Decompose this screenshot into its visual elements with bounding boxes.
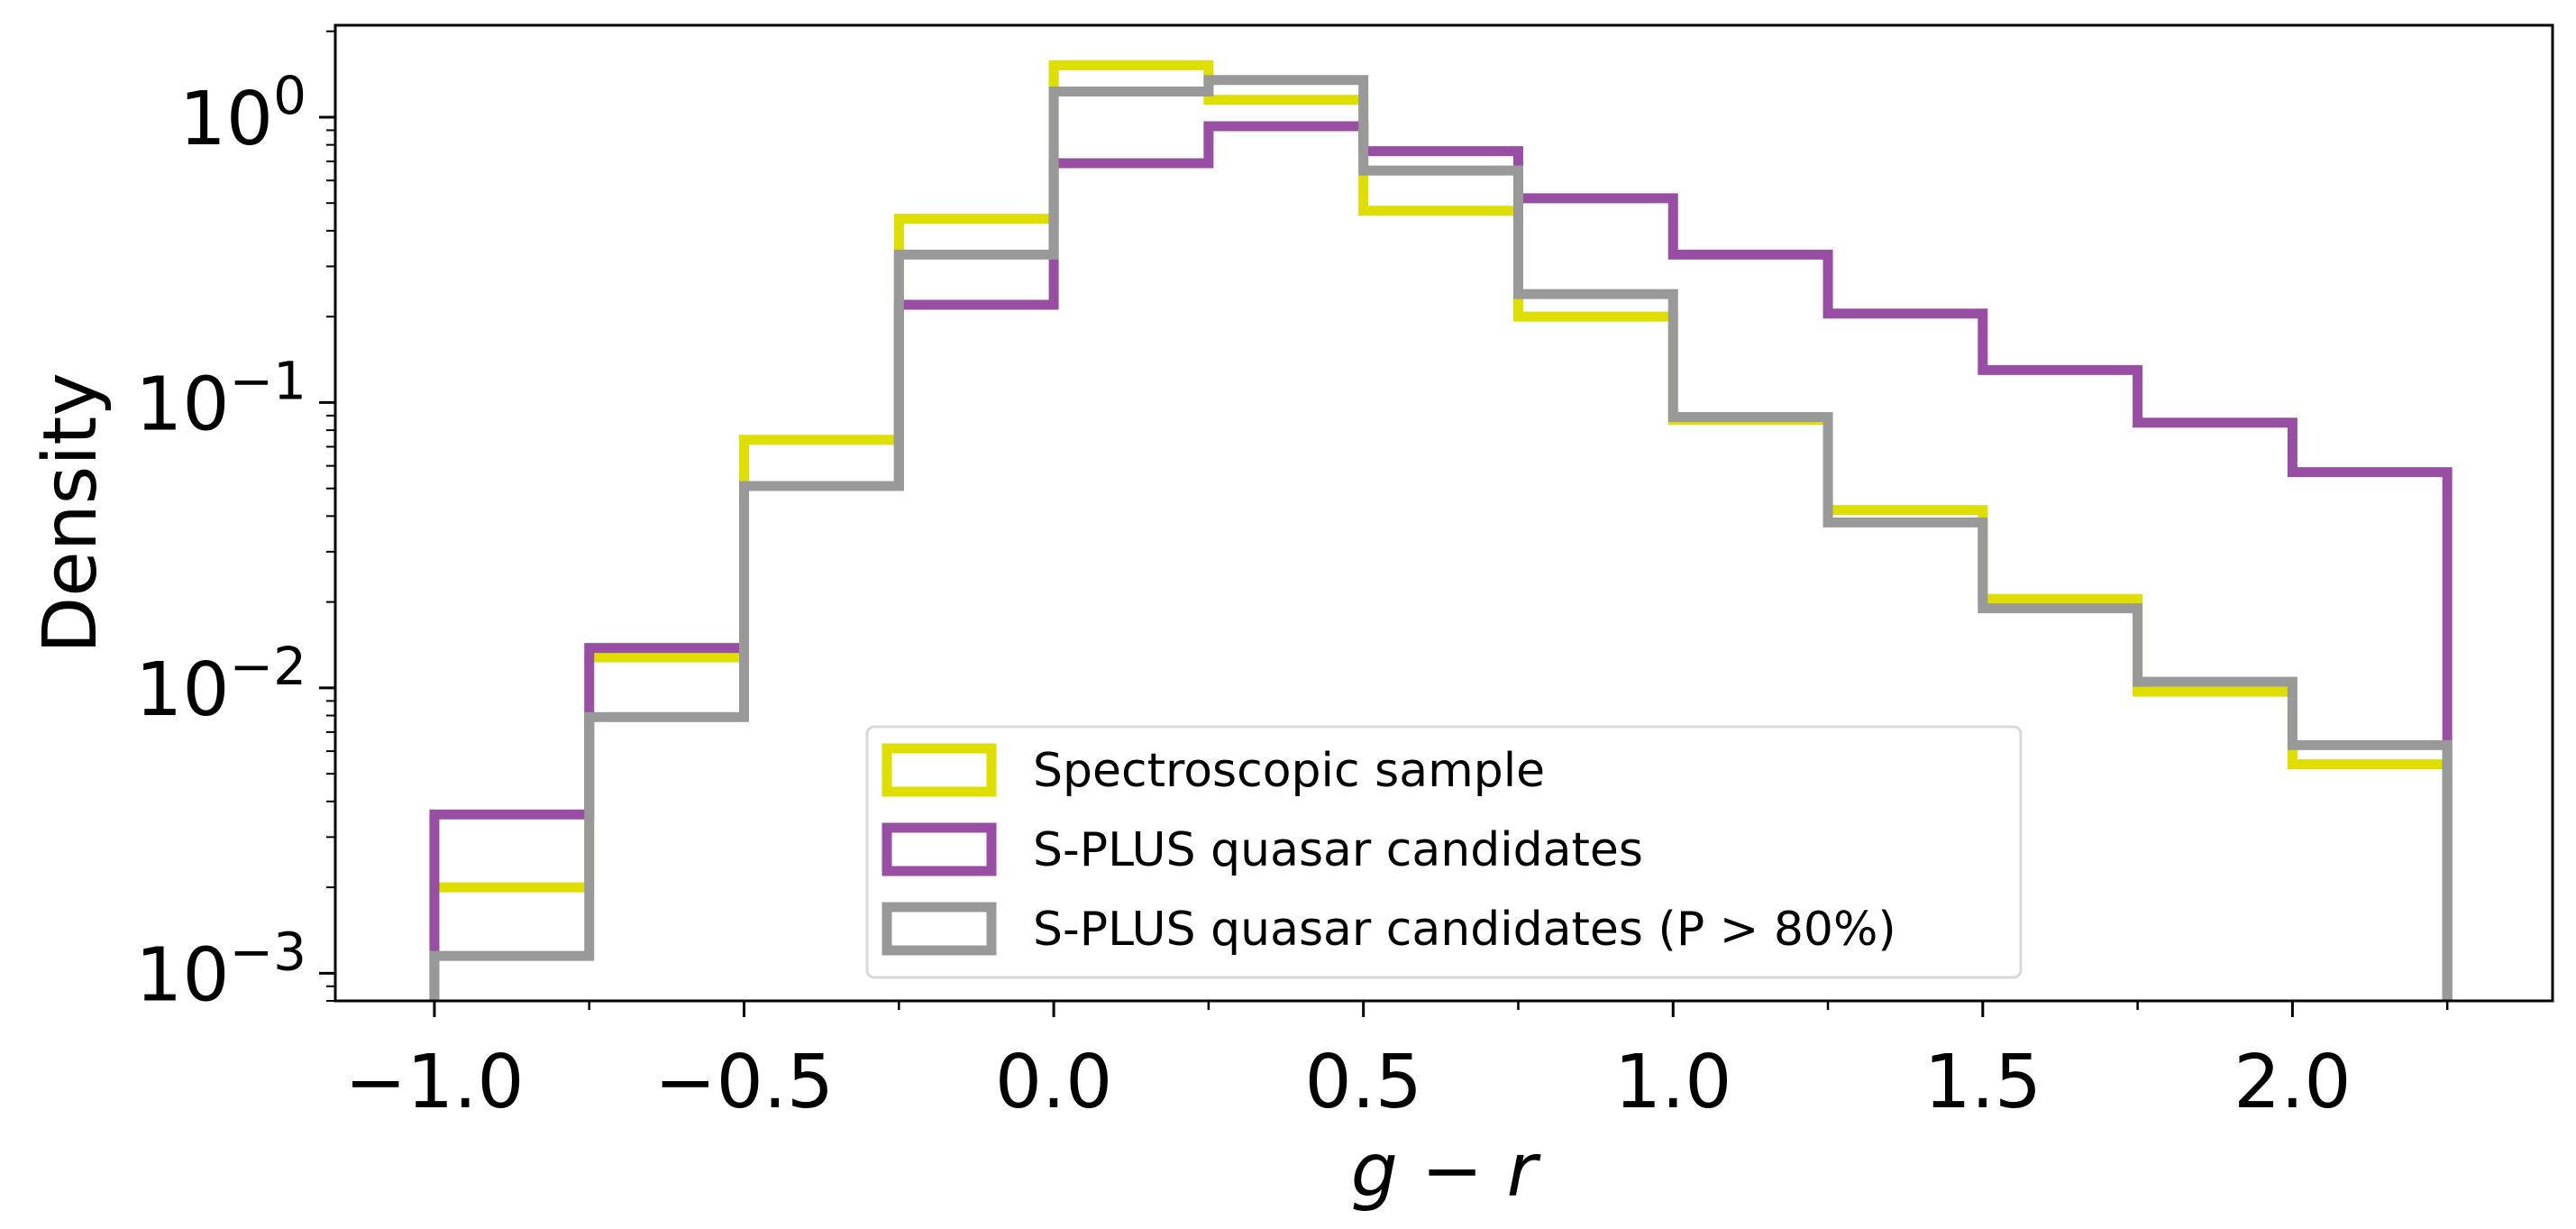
legend-swatch xyxy=(882,902,997,956)
y-tick-label: 10−1 xyxy=(135,350,306,447)
legend-label: Spectroscopic sample xyxy=(1033,744,1545,798)
x-tick-label: 2.0 xyxy=(2233,1040,2351,1125)
x-tick-label: 1.0 xyxy=(1614,1040,1731,1125)
legend-label: S-PLUS quasar candidates xyxy=(1033,823,1643,877)
legend-swatch xyxy=(882,743,997,797)
y-tick-label: 10−2 xyxy=(135,636,306,733)
y-axis-ticks: 10−3 10−2 10−1 100 xyxy=(135,30,335,1018)
x-tick-label: 1.5 xyxy=(1924,1040,2042,1125)
legend: Spectroscopic sample S-PLUS quasar candid… xyxy=(865,725,2023,979)
y-tick-label: 10−3 xyxy=(135,921,306,1018)
x-axis-label: g − r xyxy=(1351,1128,1541,1214)
x-tick-label: 0.5 xyxy=(1304,1040,1421,1125)
legend-box xyxy=(865,725,2023,979)
series-line-3 xyxy=(429,75,2453,1001)
histogram-series xyxy=(429,60,2453,1001)
x-tick-label: −1.0 xyxy=(344,1040,524,1125)
x-axis-ticks: −1.0 −0.5 0.0 0.5 1.0 1.5 2.0 xyxy=(344,1001,2449,1125)
legend-entries: Spectroscopic sample S-PLUS quasar candid… xyxy=(882,743,1896,957)
legend-label: S-PLUS quasar candidates (P > 80%) xyxy=(1033,903,1896,957)
y-axis-label: Density xyxy=(28,372,114,654)
y-tick-label: 100 xyxy=(179,65,306,162)
plot-frame xyxy=(333,23,2554,1003)
x-tick-label: −0.5 xyxy=(654,1040,834,1125)
x-tick-label: 0.0 xyxy=(995,1040,1112,1125)
legend-swatch xyxy=(882,822,997,876)
